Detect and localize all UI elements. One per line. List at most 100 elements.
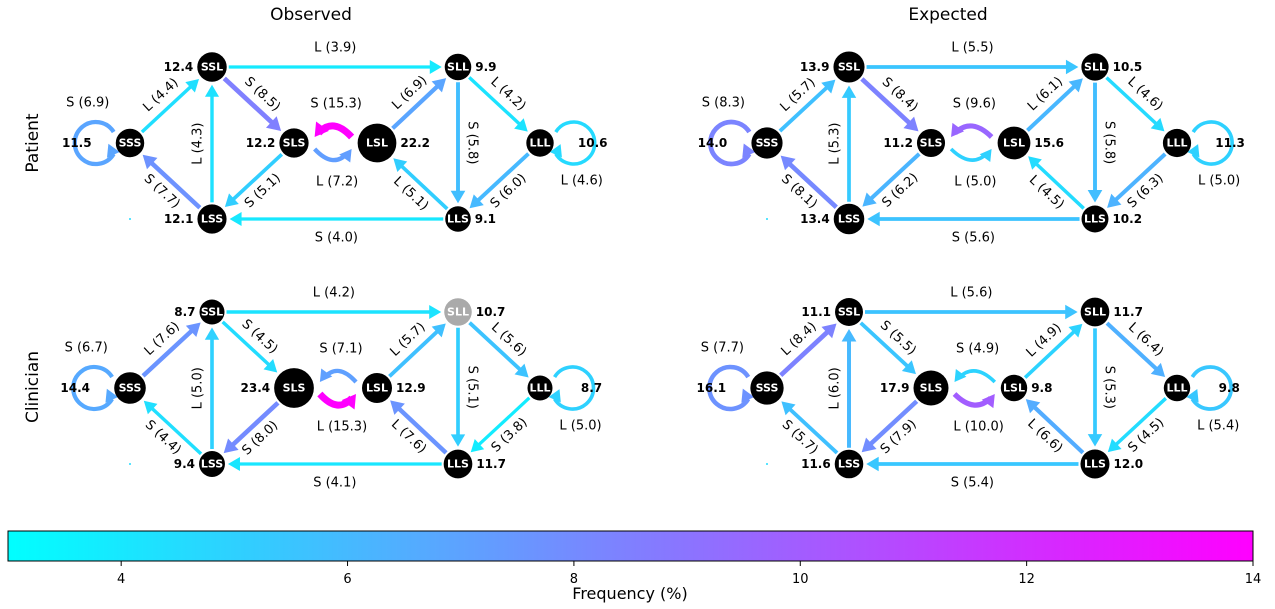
self-loop-sss	[72, 119, 116, 167]
node-lll	[1162, 128, 1192, 158]
edge-lll-to-lls	[475, 152, 530, 203]
edge-ssl-to-sls	[221, 320, 272, 368]
node-value-sls: 23.4	[241, 381, 271, 395]
node-label-sll: SLL	[1084, 306, 1106, 319]
node-ssl	[835, 298, 863, 326]
node-label-lsl: LSL	[366, 137, 388, 150]
node-label-sss: SSS	[756, 137, 779, 150]
edge-ssl-to-sls	[222, 76, 275, 126]
node-label-sls: SLS	[283, 137, 306, 150]
edge-label-lll-to-lls: S (4.5)	[1125, 415, 1167, 455]
edge-ssl-to-sls	[859, 321, 910, 369]
node-value-sss: 11.5	[62, 136, 92, 150]
edge-label-lls-to-lss: S (5.4)	[951, 476, 994, 491]
edge-lss-to-sss	[148, 160, 202, 210]
colorbar-label: Frequency (%)	[572, 584, 687, 603]
arrowhead-sss-to-ssl	[185, 322, 201, 338]
arrowhead-ssl-to-sll	[429, 304, 442, 320]
edge-sls-to-lss	[229, 401, 280, 448]
arrowhead-lls-to-lsl	[1028, 156, 1042, 170]
edge-sls-to-lss	[867, 399, 919, 447]
edge-label-lss-to-ssl: L (5.3)	[828, 122, 843, 164]
arrowhead-ssl-to-sll	[1065, 59, 1079, 75]
arrowhead-ssl-to-sls	[903, 116, 919, 132]
node-value-ssl: 13.9	[800, 60, 830, 74]
edge-label-lss-to-sss: S (7.7)	[141, 171, 183, 211]
node-ssl	[197, 52, 227, 82]
node-value-sss: 14.4	[60, 381, 90, 395]
edge-label-sll-to-lls: S (5.3)	[1101, 366, 1116, 409]
self-loop-arrowhead-sss	[741, 388, 755, 403]
edge-ssl-to-sls	[860, 77, 913, 126]
edge-sss-to-ssl	[779, 329, 831, 378]
edge-label-lls-to-lss: S (5.6)	[952, 231, 995, 246]
node-lll	[527, 375, 553, 401]
node-lss	[834, 449, 864, 479]
node-label-ssl: SSL	[201, 61, 223, 74]
node-value-lsl: 22.2	[400, 136, 430, 150]
colorbar-tick-label: 12	[1018, 572, 1035, 587]
node-value-lll: 11.3	[1215, 136, 1245, 150]
edge-lsl-to-sll	[388, 328, 440, 378]
edge-label-lss-to-sss: S (8.1)	[778, 172, 820, 212]
arrowhead-sll-to-lls	[450, 190, 466, 204]
node-sls	[274, 368, 314, 408]
node-value-lsl: 12.9	[396, 381, 426, 395]
node-label-lls: LLS	[1084, 213, 1106, 226]
arrowhead-sls-to-lsl	[981, 394, 995, 409]
node-sll	[1081, 53, 1109, 81]
edge-lls-to-lsl	[396, 405, 448, 455]
node-label-lsl: LSL	[1003, 137, 1025, 150]
self-loop-arrowhead-lll	[548, 389, 561, 403]
node-label-sls: SLS	[920, 137, 943, 150]
row-label-patient: Patient	[23, 113, 43, 173]
node-ssl	[199, 299, 225, 325]
panel-clinician-observed: L (7.6) S (4.4) L (5.0) S (4.5) L (4.2) S (8.…	[60, 286, 602, 491]
arrowhead-lss-to-ssl	[204, 327, 220, 340]
stray-marker-dot	[766, 463, 768, 465]
node-value-lll: 10.6	[578, 136, 608, 150]
arrowhead-sll-to-lll	[1150, 362, 1166, 377]
edge-label-lll-to-lls: S (6.3)	[1125, 171, 1167, 211]
edge-sll-to-lll	[1105, 76, 1159, 127]
node-value-sls: 17.9	[880, 381, 910, 395]
node-lls	[445, 206, 471, 232]
arrowhead-sss-to-ssl	[185, 79, 199, 93]
edge-sll-to-lll	[468, 321, 523, 373]
arrowhead-lll-to-lls	[470, 439, 485, 453]
arrowhead-ssl-to-sll	[429, 60, 442, 74]
column-title-observed: Observed	[270, 5, 352, 25]
arrowhead-lsl-to-sls	[954, 369, 967, 382]
edge-lls-to-lsl	[1031, 404, 1085, 455]
edge-label-lsl-to-sls: S (15.3)	[310, 97, 361, 112]
node-value-lss: 12.1	[164, 212, 194, 226]
edge-lsl-to-sll	[1026, 83, 1077, 132]
self-loop-sss	[707, 364, 751, 412]
edge-label-sll-to-lll: L (6.4)	[1125, 320, 1166, 360]
node-sls	[916, 128, 946, 158]
node-label-lll: LLL	[529, 137, 550, 150]
node-value-lls: 9.1	[475, 212, 496, 226]
edge-label-lls-to-lsl: L (5.1)	[390, 174, 431, 214]
edge-label-ssl-to-sls: S (8.5)	[241, 74, 283, 114]
self-loop-arrowhead-sss	[742, 143, 756, 158]
node-label-lss: LSS	[201, 213, 223, 226]
self-loop-arrowhead-sss	[105, 388, 119, 403]
self-loop-sss	[708, 119, 752, 167]
edge-label-lsl-to-sll: L (6.9)	[389, 73, 430, 113]
edge-label-lls-to-lss: S (4.0)	[315, 231, 358, 246]
node-lsl	[1000, 374, 1028, 402]
edge-lss-to-sss	[787, 406, 839, 455]
edge-lll-to-lls	[1113, 397, 1168, 447]
edge-label-ssl-to-sls: S (5.5)	[877, 318, 919, 358]
arrowhead-lss-to-sss	[781, 401, 796, 416]
arrowhead-sls-to-lsl	[339, 149, 352, 163]
edge-label-sll-to-lls: S (5.8)	[1102, 121, 1117, 164]
node-label-lls: LLS	[447, 458, 469, 471]
arrowhead-sls-to-lss	[861, 437, 877, 453]
node-label-lls: LLS	[447, 213, 469, 226]
node-sll	[444, 298, 472, 326]
arrowhead-sll-to-lll	[514, 118, 528, 132]
arrowhead-lss-to-ssl	[841, 85, 857, 98]
node-label-lll: LLL	[529, 382, 550, 395]
